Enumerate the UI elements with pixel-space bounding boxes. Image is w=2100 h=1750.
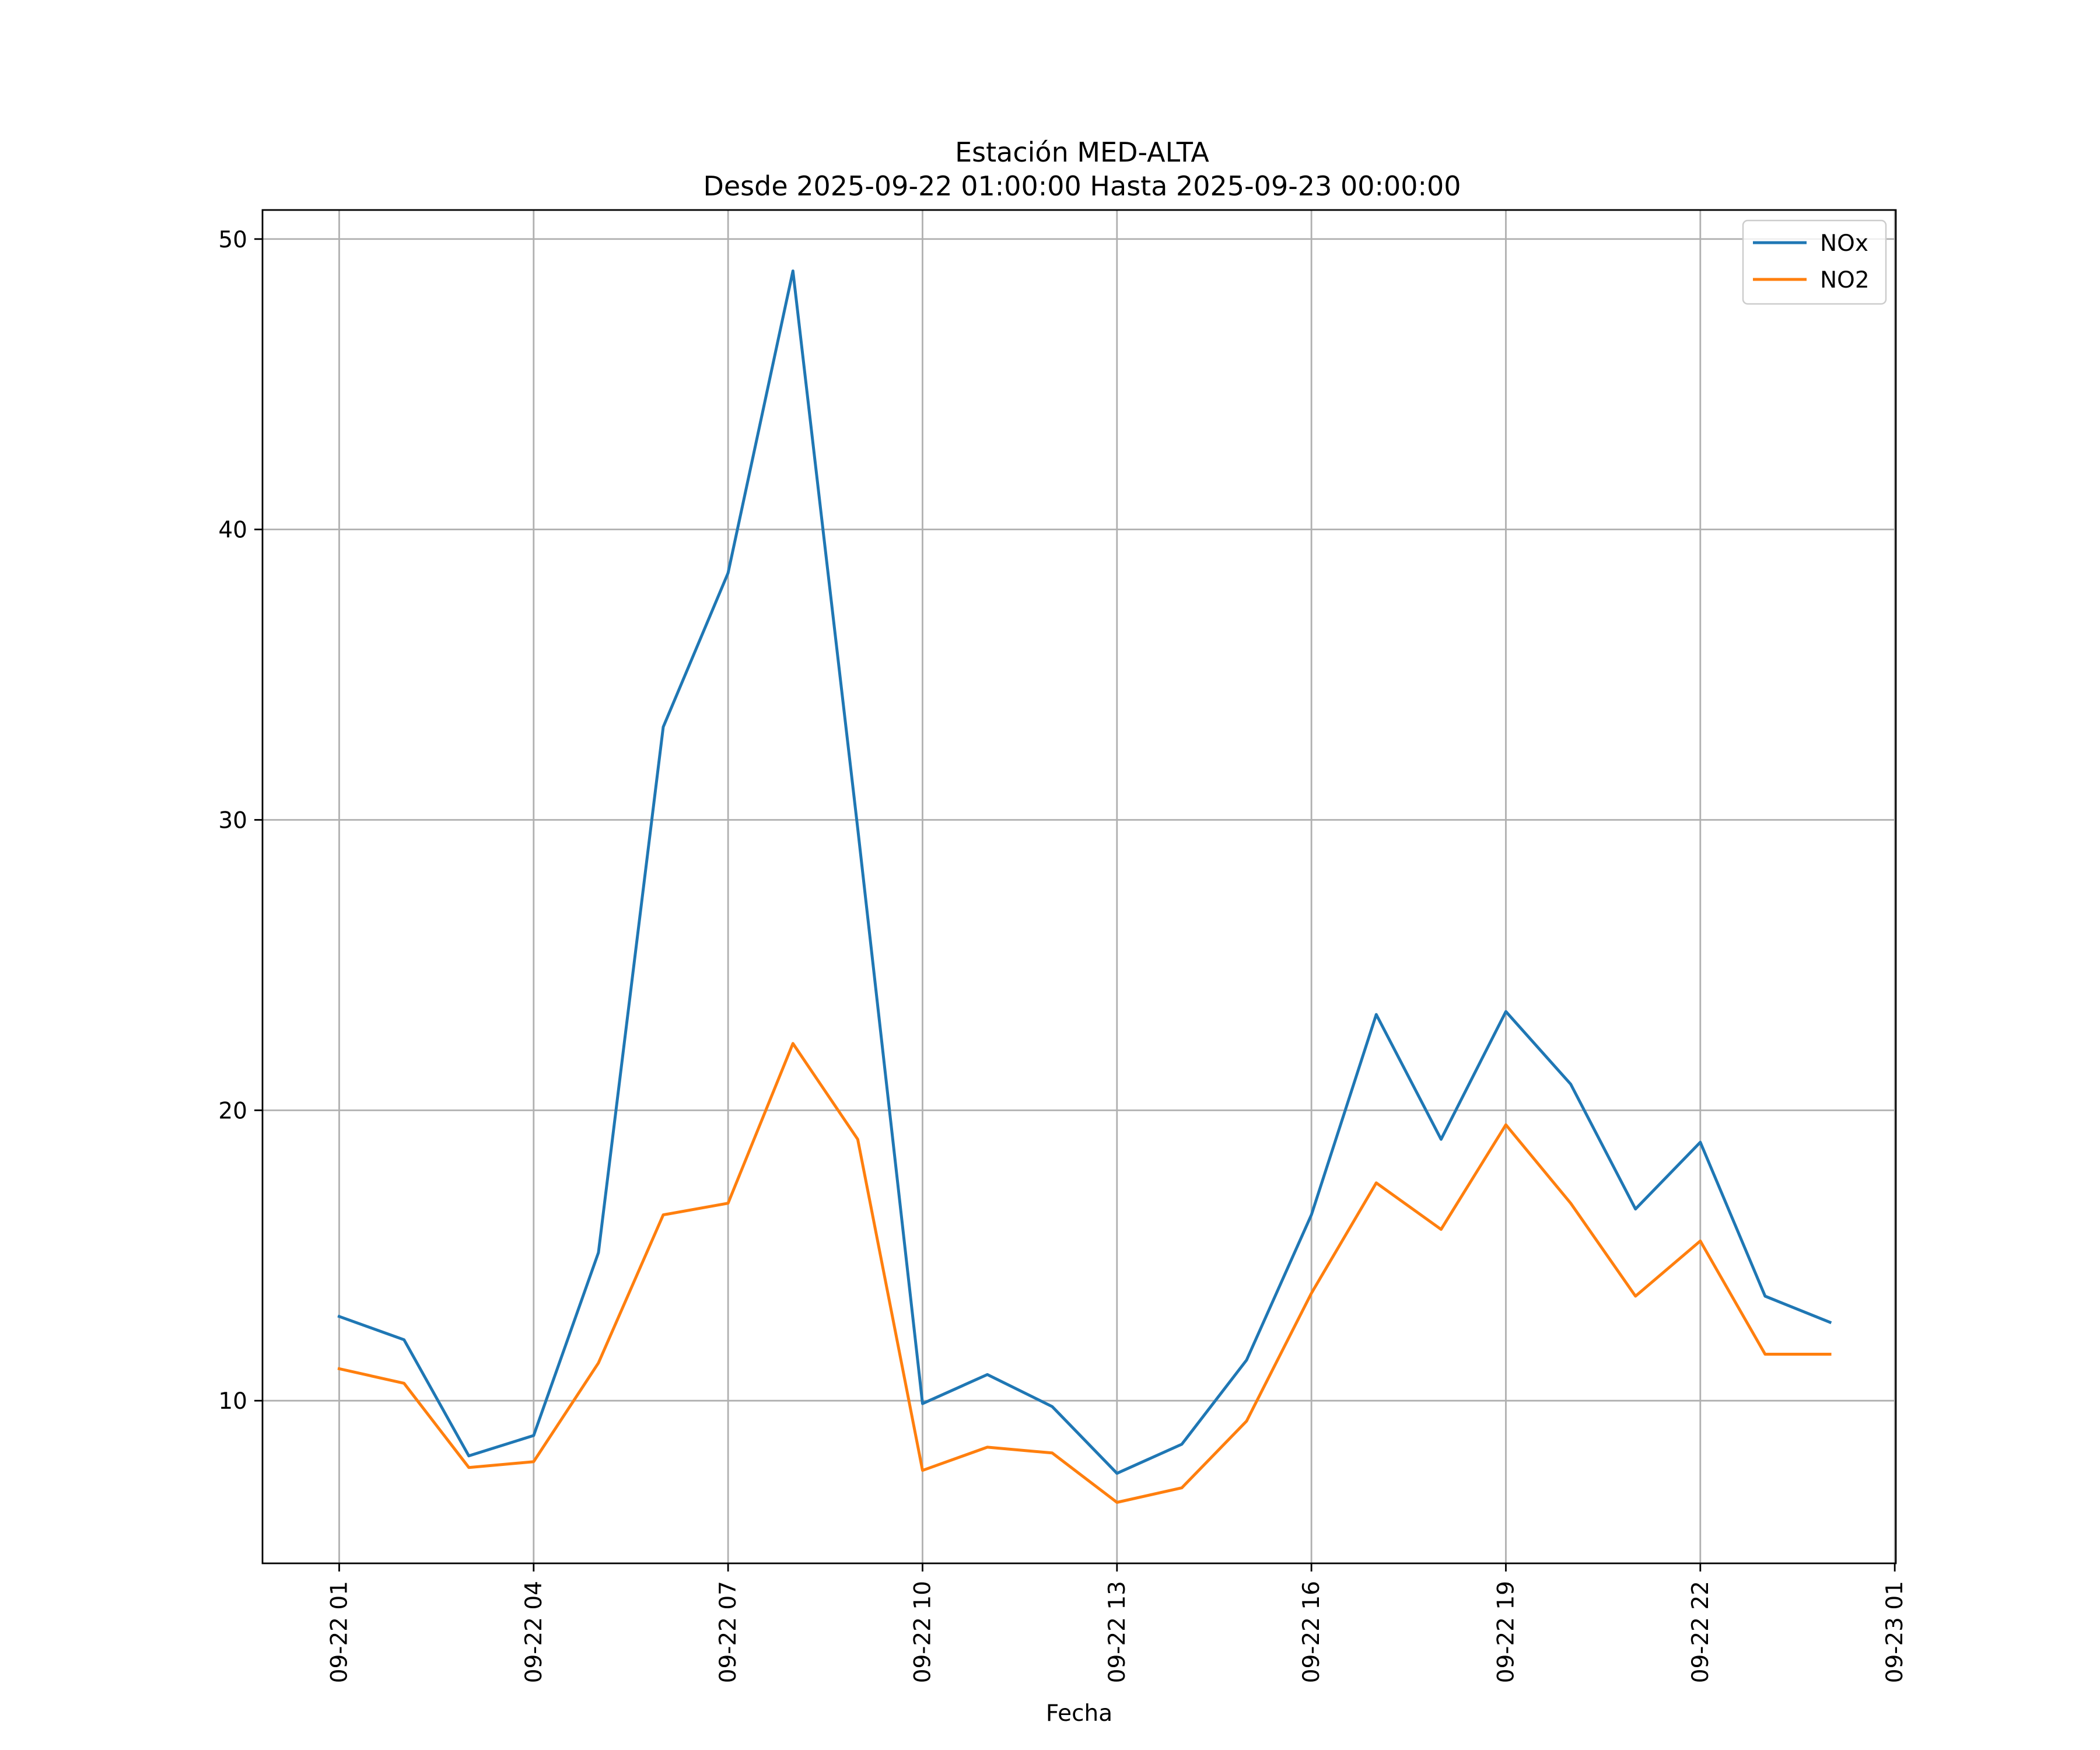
legend-label-no2: NO2 — [1820, 267, 1870, 293]
x-tick-label-3: 09-22 10 — [909, 1581, 936, 1683]
x-tick-label-5: 09-22 16 — [1298, 1581, 1325, 1683]
x-tick-label-6: 09-22 19 — [1493, 1581, 1519, 1683]
chart-subtitle: Desde 2025-09-22 01:00:00 Hasta 2025-09-… — [703, 170, 1461, 202]
legend-label-nox: NOx — [1820, 230, 1868, 257]
chart-title: Estación MED-ALTA — [955, 136, 1209, 168]
series — [337, 270, 1832, 1504]
y-tick-label-2: 30 — [218, 807, 247, 834]
x-tick-label-7: 09-22 22 — [1688, 1581, 1714, 1683]
x-tick-label-0: 09-22 01 — [326, 1581, 352, 1683]
ticks: 09-22 01 09-22 04 09-22 07 09-22 10 09-22 13… — [218, 227, 1908, 1684]
x-tick-label-1: 09-22 04 — [521, 1581, 547, 1683]
grid — [262, 210, 1896, 1563]
series-line-no2 — [337, 1042, 1832, 1504]
y-tick-label-4: 50 — [218, 227, 247, 253]
x-tick-label-8: 09-23 01 — [1882, 1581, 1908, 1683]
y-tick-label-1: 20 — [218, 1098, 247, 1124]
y-tick-label-0: 10 — [218, 1388, 247, 1415]
x-tick-label-4: 09-22 13 — [1104, 1581, 1130, 1683]
series-line-nox — [337, 270, 1832, 1475]
y-tick-label-3: 40 — [218, 517, 247, 544]
x-tick-label-2: 09-22 07 — [715, 1581, 741, 1683]
x-axis-label: Fecha — [1046, 1700, 1112, 1727]
legend: NOx NO2 — [1742, 219, 1887, 305]
plot-frame — [261, 209, 1897, 1564]
